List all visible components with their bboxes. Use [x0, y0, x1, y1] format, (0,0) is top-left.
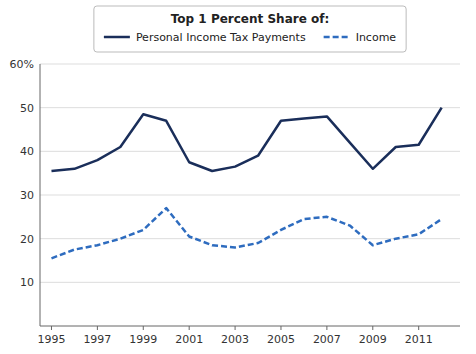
x-tick-label: 2005	[267, 333, 295, 346]
grid-line	[40, 64, 460, 65]
plot-area	[51, 108, 441, 259]
y-tick-label: 30	[20, 189, 34, 202]
legend: Top 1 Percent Share of: Personal Income T…	[94, 6, 406, 52]
x-tick	[280, 326, 281, 330]
grid-line	[40, 151, 460, 152]
x-tick	[189, 326, 190, 330]
x-axis: 1995 1997 1999 2001 2003 2005 2007 2009 2011	[37, 326, 460, 346]
grid-line	[40, 282, 460, 283]
y-tick-label: 20	[20, 233, 34, 246]
grid-line	[40, 195, 460, 196]
x-tick	[51, 326, 52, 330]
legend-swatch	[324, 36, 350, 39]
y-tick-label: 40	[20, 145, 34, 158]
legend-label: Income	[356, 31, 397, 44]
grid-line	[40, 107, 460, 108]
y-tick-label: 50	[20, 102, 34, 115]
chart: 10 20 30 40 50 60% 1995 1997 1999 2001 2003 2005 200…	[0, 0, 476, 354]
legend-title: Top 1 Percent Share of:	[171, 12, 329, 26]
legend-swatch	[104, 36, 130, 39]
x-tick-label: 2001	[175, 333, 203, 346]
x-tick-label: 2007	[313, 333, 341, 346]
y-tick-label: 10	[20, 276, 34, 289]
x-tick	[143, 326, 144, 330]
x-tick-label: 1999	[129, 333, 157, 346]
legend-label: Personal Income Tax Payments	[136, 31, 306, 44]
series-line	[51, 208, 441, 258]
series-line	[51, 108, 441, 171]
x-axis-line	[40, 326, 460, 327]
x-tick-label: 1997	[83, 333, 111, 346]
y-tick-label: 60%	[10, 58, 34, 71]
y-axis-line	[40, 64, 41, 326]
x-tick-label: 2003	[221, 333, 249, 346]
legend-box	[94, 6, 406, 52]
x-tick	[235, 326, 236, 330]
y-axis: 10 20 30 40 50 60%	[10, 58, 40, 326]
x-tick	[326, 326, 327, 330]
x-tick	[418, 326, 419, 330]
x-tick-label: 2009	[359, 333, 387, 346]
grid	[40, 64, 460, 282]
x-tick	[97, 326, 98, 330]
x-tick-label: 1995	[37, 333, 65, 346]
x-tick-label: 2011	[405, 333, 433, 346]
x-tick	[372, 326, 373, 330]
